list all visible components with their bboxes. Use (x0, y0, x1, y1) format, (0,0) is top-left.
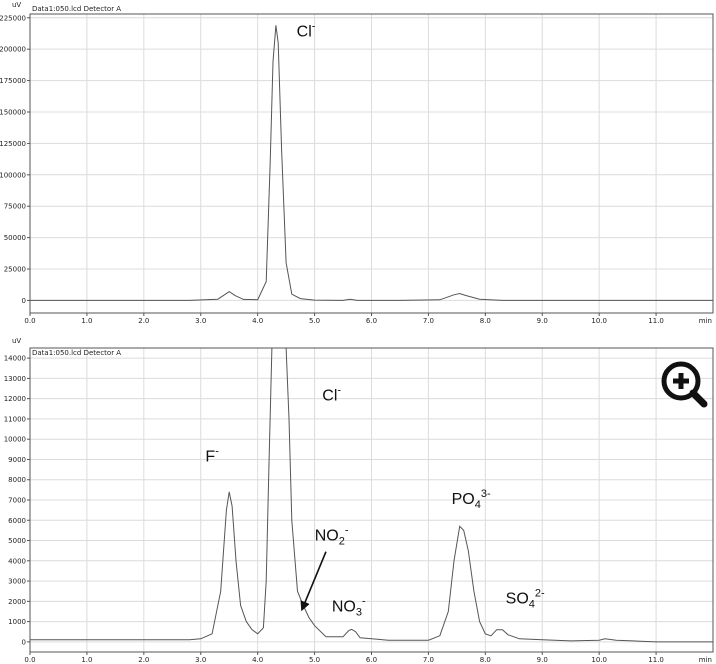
y-tick-label: 25000 (4, 266, 26, 274)
x-tick-label: 10.0 (591, 656, 607, 664)
x-tick-label: 3.0 (195, 317, 206, 325)
x-tick-label: 0.0 (24, 317, 35, 325)
x-tick-label: 9.0 (537, 317, 548, 325)
x-tick-label: 5.0 (309, 317, 320, 325)
x-tick-label: 2.0 (138, 656, 149, 664)
y-tick-label: 0 (22, 638, 26, 646)
chromatogram-trace (30, 25, 713, 301)
y-tick-label: 13000 (4, 375, 26, 383)
peak-arrow (300, 551, 327, 612)
y-tick-label: 200000 (0, 46, 26, 54)
y-tick-label: 7000 (8, 497, 26, 505)
peak-label: Cl- (322, 385, 341, 405)
x-tick-label: 1.0 (81, 656, 92, 664)
y-tick-label: 6000 (8, 517, 26, 525)
chromatogram-top: 0.0 1.0 2.0 3.0 4.0 5.0 6.0 7.0 8.0 9.0 10.0 11.0 0 2… (0, 1, 714, 325)
y-tick-label: 9000 (8, 456, 26, 464)
peak-label: Cl- (297, 21, 316, 41)
peak-label: NO3- (332, 595, 366, 618)
x-unit-label: min (699, 317, 712, 325)
y-tick-label: 100000 (0, 171, 26, 179)
peak-label: NO2- (315, 525, 349, 548)
peak-label: PO43- (452, 488, 491, 511)
y-tick-label: 2000 (8, 598, 26, 606)
y-tick-label: 175000 (0, 77, 26, 85)
x-tick-label: 10.0 (591, 317, 607, 325)
x-tick-label: 6.0 (366, 656, 377, 664)
detector-header: Data1:050.lcd Detector A (32, 349, 121, 357)
x-tick-label: 4.0 (252, 656, 263, 664)
x-tick-label: 2.0 (138, 317, 149, 325)
y-tick-label: 5000 (8, 537, 26, 545)
y-tick-label: 10000 (4, 436, 26, 444)
y-tick-label: 150000 (0, 108, 26, 116)
peak-label: SO42- (506, 587, 545, 610)
chromatogram-bottom-zoomed: 0.0 1.0 2.0 3.0 4.0 5.0 6.0 7.0 8.0 9.0 10.0 11.0 0 1… (4, 337, 714, 664)
x-tick-label: 11.0 (648, 317, 664, 325)
x-unit-label: min (699, 656, 712, 664)
x-tick-label: 1.0 (81, 317, 92, 325)
x-tick-label: 11.0 (648, 656, 664, 664)
y-unit-label: uV (12, 337, 21, 345)
y-tick-label: 1000 (8, 618, 26, 626)
chromatogram-trace (30, 348, 713, 643)
y-tick-label: 125000 (0, 140, 26, 148)
y-tick-label: 75000 (4, 203, 26, 211)
y-tick-label: 12000 (4, 395, 26, 403)
y-unit-label: uV (12, 1, 21, 9)
x-tick-label: 9.0 (537, 656, 548, 664)
x-tick-label: 0.0 (24, 656, 35, 664)
x-tick-label: 3.0 (195, 656, 206, 664)
y-tick-label: 8000 (8, 476, 26, 484)
x-tick-label: 8.0 (480, 317, 491, 325)
x-tick-label: 7.0 (423, 656, 434, 664)
x-tick-label: 8.0 (480, 656, 491, 664)
peak-label: F- (205, 445, 219, 465)
y-tick-label: 0 (22, 297, 26, 305)
x-tick-label: 6.0 (366, 317, 377, 325)
y-tick-label: 14000 (4, 355, 26, 363)
x-tick-label: 7.0 (423, 317, 434, 325)
zoom-in-icon[interactable] (661, 361, 708, 408)
y-tick-label: 3000 (8, 578, 26, 586)
y-tick-label: 4000 (8, 557, 26, 565)
y-tick-label: 11000 (4, 415, 26, 423)
x-tick-label: 5.0 (309, 656, 320, 664)
y-tick-label: 50000 (4, 234, 26, 242)
y-tick-label: 225000 (0, 14, 26, 22)
detector-header: Data1:050.lcd Detector A (32, 5, 121, 13)
x-tick-label: 4.0 (252, 317, 263, 325)
